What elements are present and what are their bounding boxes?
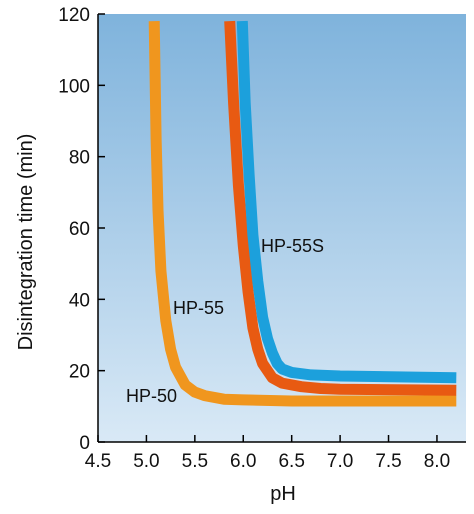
x-tick-label: 6.5 bbox=[278, 451, 304, 472]
y-tick-label: 60 bbox=[69, 219, 90, 240]
series-line-hp-55 bbox=[224, 20, 457, 396]
x-tick-label: 7.0 bbox=[327, 451, 353, 472]
series-line-hp-55s bbox=[236, 20, 457, 384]
x-tick-label: 4.5 bbox=[85, 451, 111, 472]
y-tick-label: 40 bbox=[69, 290, 90, 311]
x-tick-label: 5.0 bbox=[133, 451, 159, 472]
y-tick-label: 20 bbox=[69, 362, 90, 383]
y-axis-title: Disintegration time (min) bbox=[15, 134, 37, 351]
x-tick-label: 6.0 bbox=[230, 451, 256, 472]
series-label-hp-55s: HP-55S bbox=[261, 236, 324, 256]
series-label-hp-50: HP-50 bbox=[126, 386, 177, 406]
y-tick-label: 80 bbox=[69, 148, 90, 169]
series-label-hp-55: HP-55 bbox=[173, 298, 224, 318]
series-line-hp-50 bbox=[148, 21, 457, 407]
x-tick-label: 7.5 bbox=[375, 451, 401, 472]
x-axis-title: pH bbox=[270, 483, 296, 505]
y-tick-label: 100 bbox=[58, 76, 90, 97]
y-tick-label: 120 bbox=[58, 5, 90, 26]
y-tick-label: 0 bbox=[79, 433, 90, 454]
x-tick-label: 5.5 bbox=[182, 451, 208, 472]
x-tick-label: 8.0 bbox=[424, 451, 450, 472]
